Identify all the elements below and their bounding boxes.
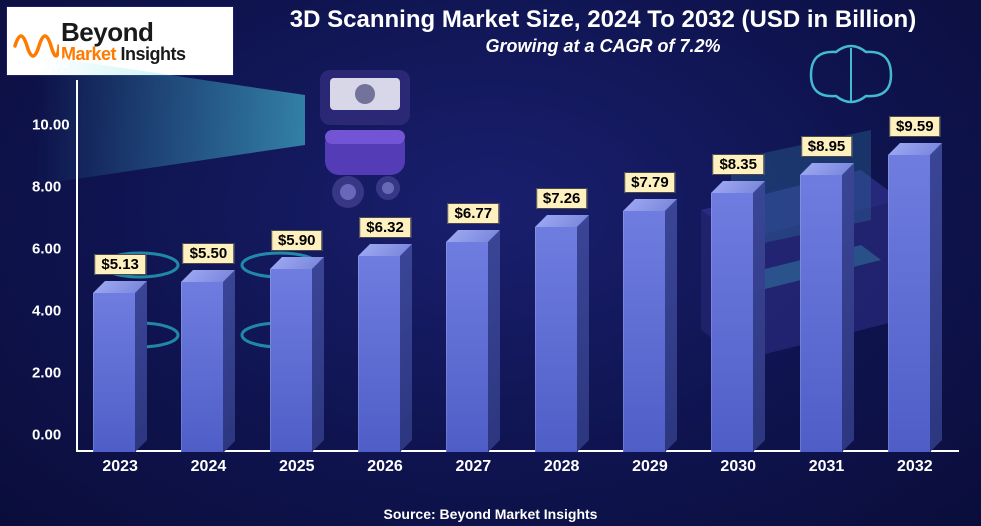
- bar-side: [842, 163, 854, 452]
- value-label: $7.26: [536, 188, 588, 209]
- bar-slot: $5.50: [164, 80, 252, 452]
- bar-side: [400, 244, 412, 452]
- value-label: $8.95: [801, 136, 853, 157]
- y-tick-label: 4.00: [32, 303, 74, 320]
- bar: $5.13: [93, 293, 147, 452]
- x-tick-label: 2032: [871, 454, 959, 480]
- y-tick-label: 6.00: [32, 241, 74, 258]
- x-tick-label: 2026: [341, 454, 429, 480]
- bar-side: [223, 270, 235, 453]
- y-tick-label: 2.00: [32, 365, 74, 382]
- x-tick-label: 2031: [782, 454, 870, 480]
- bar-front: [270, 269, 313, 452]
- chart-canvas: Beyond Market Insights 3D Scanning Marke…: [0, 0, 981, 526]
- y-tick-label: 12.00: [32, 55, 74, 72]
- bar: $5.90: [270, 269, 324, 452]
- bar-slot: $5.13: [76, 80, 164, 452]
- value-label: $6.77: [448, 203, 500, 224]
- x-tick-label: 2030: [694, 454, 782, 480]
- bar-front: [623, 211, 666, 452]
- bar-front: [446, 242, 489, 452]
- y-tick-label: 0.00: [32, 427, 74, 444]
- y-tick-label: 10.00: [32, 117, 74, 134]
- bar: $8.95: [800, 175, 854, 452]
- bar-front: [93, 293, 136, 452]
- x-tick-label: 2024: [164, 454, 252, 480]
- bar: $8.35: [711, 193, 765, 452]
- value-label: $8.35: [712, 154, 764, 175]
- y-axis: 0.002.004.006.008.0010.0012.00: [32, 80, 76, 452]
- bar-front: [358, 256, 401, 452]
- bar-slot: $7.79: [606, 80, 694, 452]
- x-tick-label: 2029: [606, 454, 694, 480]
- bar-front: [888, 155, 931, 452]
- bar: $9.59: [888, 155, 942, 452]
- x-tick-label: 2023: [76, 454, 164, 480]
- bar-chart: 0.002.004.006.008.0010.0012.00 $5.13$5.5…: [32, 80, 963, 480]
- bar-slot: $9.59: [871, 80, 959, 452]
- value-label: $6.32: [359, 217, 411, 238]
- bar-front: [535, 227, 578, 452]
- chart-title: 3D Scanning Market Size, 2024 To 2032 (U…: [245, 6, 961, 34]
- bar-side: [665, 199, 677, 452]
- bar-front: [800, 175, 843, 452]
- value-label: $7.79: [624, 172, 676, 193]
- bar-slot: $8.95: [782, 80, 870, 452]
- source-text: Source: Beyond Market Insights: [0, 506, 981, 522]
- bar: $6.77: [446, 242, 500, 452]
- bar-side: [753, 181, 765, 452]
- bar-slot: $5.90: [253, 80, 341, 452]
- plot-area: $5.13 $5.50 $5.90 $6.32 $6.77 $7.26 $7.79 $8.35…: [76, 80, 959, 452]
- bar-side: [577, 215, 589, 452]
- bar-slot: $6.32: [341, 80, 429, 452]
- bar-slot: $7.26: [517, 80, 605, 452]
- logo-top-text: Beyond: [61, 19, 186, 45]
- bar: $5.50: [181, 282, 235, 453]
- bar-side: [930, 143, 942, 452]
- value-label: $5.90: [271, 230, 323, 251]
- bar-front: [181, 282, 224, 453]
- x-tick-label: 2027: [429, 454, 517, 480]
- bar: $7.26: [535, 227, 589, 452]
- bar-slot: $8.35: [694, 80, 782, 452]
- value-label: $5.50: [183, 243, 235, 264]
- bar-side: [488, 230, 500, 452]
- bar-side: [312, 257, 324, 452]
- bar-front: [711, 193, 754, 452]
- x-tick-label: 2028: [517, 454, 605, 480]
- value-label: $9.59: [889, 116, 941, 137]
- y-tick-label: 8.00: [32, 179, 74, 196]
- bar: $6.32: [358, 256, 412, 452]
- value-label: $5.13: [94, 254, 146, 275]
- bars-container: $5.13 $5.50 $5.90 $6.32 $6.77 $7.26 $7.79 $8.35…: [76, 80, 959, 452]
- x-axis-labels: 2023202420252026202720282029203020312032: [76, 454, 959, 480]
- bar-side: [135, 281, 147, 452]
- bar: $7.79: [623, 211, 677, 452]
- x-tick-label: 2025: [253, 454, 341, 480]
- bar-slot: $6.77: [429, 80, 517, 452]
